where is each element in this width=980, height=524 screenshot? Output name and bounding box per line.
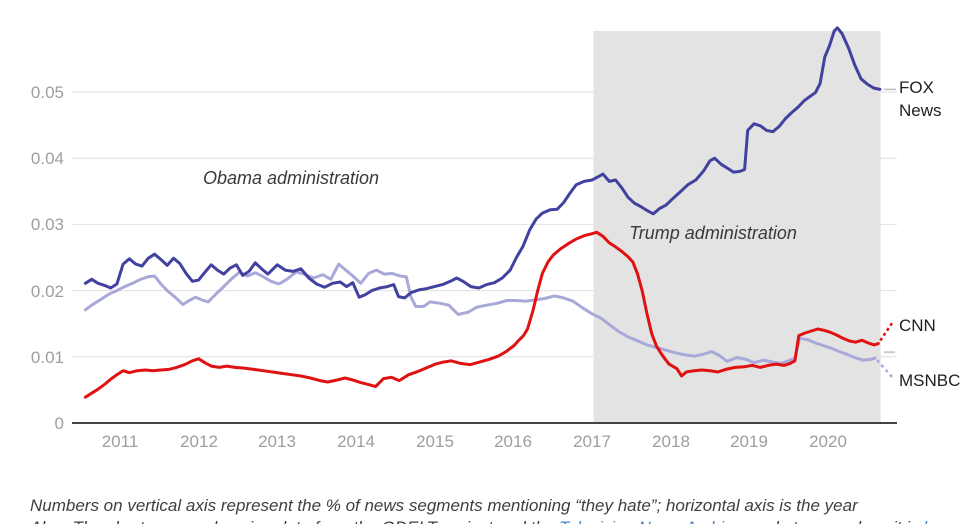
x-tick-label: 2015 xyxy=(416,432,454,451)
x-tick-label: 2013 xyxy=(258,432,296,451)
footnote-text: ; code to reproduce it is xyxy=(742,518,923,524)
cnn-line xyxy=(83,230,880,399)
cnn-label: CNN xyxy=(899,316,936,335)
footnote-line2-cutoff: Also: The chart was made using data from… xyxy=(30,517,970,524)
y-tick-label: 0.02 xyxy=(31,282,64,301)
y-tick-label: 0 xyxy=(55,414,64,433)
x-tick-label: 2020 xyxy=(809,432,847,451)
line-chart: 0 0.01 0.02 0.03 0.04 0.05 2011 2012 2013 2014 201… xyxy=(31,26,960,451)
x-tick-label: 2018 xyxy=(652,432,690,451)
footnote-line1: Numbers on vertical axis represent the %… xyxy=(30,496,858,515)
annotation-trump-administration: Trump administration xyxy=(629,223,797,243)
fox-news-label: News xyxy=(899,101,942,120)
x-tick-label: 2012 xyxy=(180,432,218,451)
annotation-obama-administration: Obama administration xyxy=(203,168,379,188)
x-tick-label: 2017 xyxy=(573,432,611,451)
y-tick-label: 0.01 xyxy=(31,348,64,367)
x-tick-label: 2016 xyxy=(494,432,532,451)
fox-news-label: FOX xyxy=(899,78,934,97)
msnbc-line xyxy=(83,262,877,365)
chart-footnote: Numbers on vertical axis represent the %… xyxy=(30,495,970,524)
msnbc-label: MSNBC xyxy=(899,371,960,390)
footnote-link[interactable]: here xyxy=(923,518,957,524)
y-tick-label: 0.03 xyxy=(31,215,64,234)
y-tick-label: 0.04 xyxy=(31,149,64,168)
x-tick-label: 2019 xyxy=(730,432,768,451)
footnote-text: Also: The chart was made using data from… xyxy=(30,518,559,524)
cnn-dashed-leader xyxy=(879,320,895,342)
fox-news-line xyxy=(83,26,882,300)
x-tick-label: 2014 xyxy=(337,432,375,451)
msnbc-dashed-leader xyxy=(876,359,894,379)
x-tick-label: 2011 xyxy=(102,432,139,451)
footnote-link[interactable]: Television News Archive xyxy=(559,518,742,524)
y-tick-label: 0.05 xyxy=(31,83,64,102)
